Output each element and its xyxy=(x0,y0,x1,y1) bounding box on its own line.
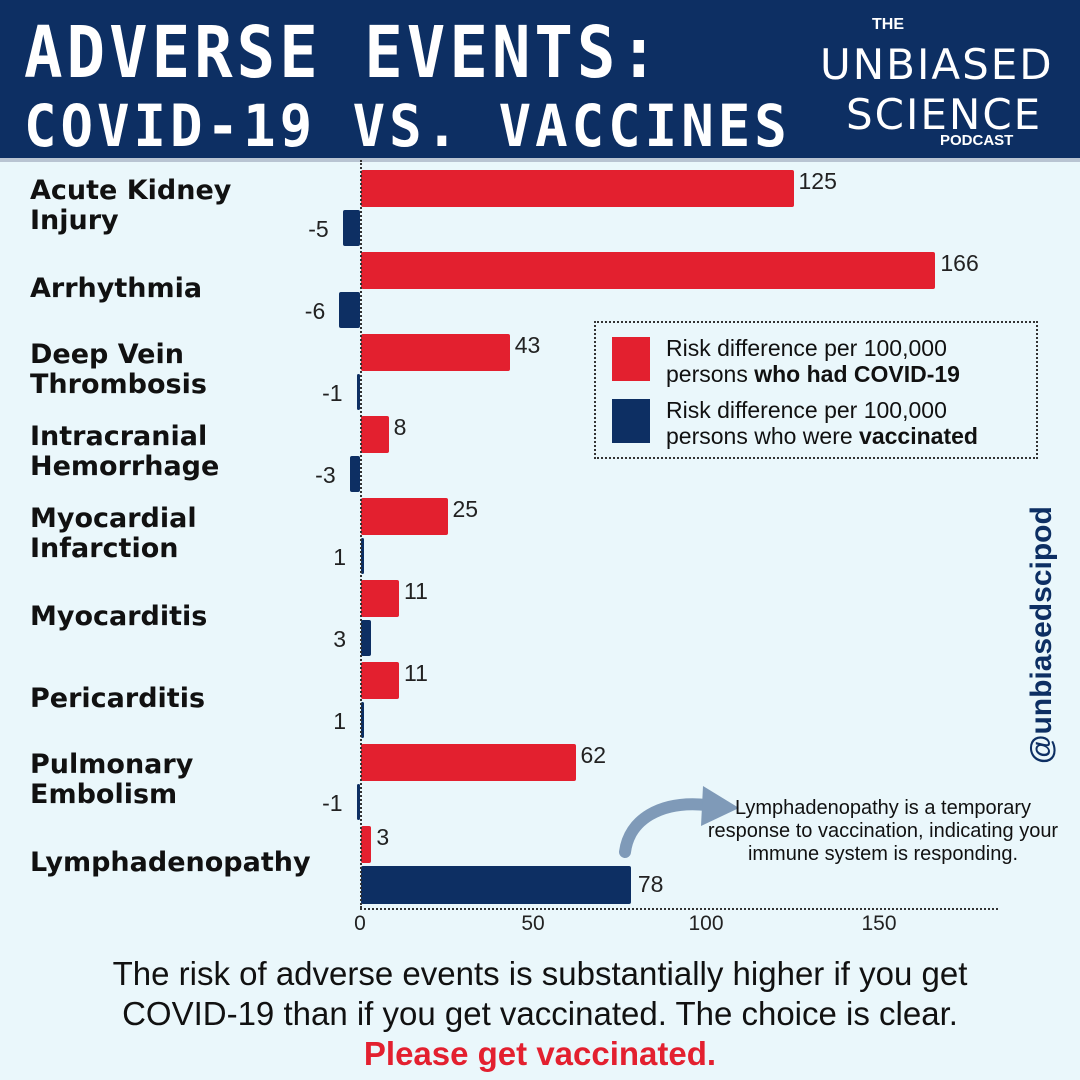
legend-covid-line2-bold: who had COVID-19 xyxy=(754,361,960,387)
value-label-covid: 125 xyxy=(798,168,837,194)
legend-vaccine-line2-bold: vaccinated xyxy=(859,423,978,449)
value-label-vaccine: -1 xyxy=(322,790,343,816)
header-banner: ADVERSE EVENTS: COVID-19 VS. VACCINES TH… xyxy=(0,0,1080,162)
curved-arrow-icon xyxy=(619,786,739,858)
social-handle: @unbiasedscipod xyxy=(1025,506,1058,764)
x-axis-line xyxy=(360,908,998,910)
legend-text-covid: Risk difference per 100,000 persons who … xyxy=(666,335,960,387)
value-label-vaccine: -5 xyxy=(308,216,329,242)
category-label: Arrhythmia xyxy=(30,273,203,304)
bar-covid xyxy=(361,416,389,453)
bar-covid xyxy=(361,334,510,371)
value-label-vaccine: 1 xyxy=(333,544,346,570)
bar-vaccine xyxy=(361,538,365,574)
bar-covid xyxy=(361,662,400,699)
legend-text-vaccine: Risk difference per 100,000 persons who … xyxy=(666,397,978,449)
bar-covid xyxy=(361,498,448,535)
value-label-vaccine: -6 xyxy=(304,298,326,324)
category-label: Acute Kidney Injury xyxy=(30,175,232,236)
value-label-covid: 11 xyxy=(404,578,428,604)
bar-vaccine xyxy=(349,456,360,492)
value-label-covid: 25 xyxy=(452,496,479,522)
title-line-2: COVID-19 VS. VACCINES xyxy=(24,92,791,161)
bar-vaccine xyxy=(339,292,360,328)
bar-vaccine xyxy=(356,374,360,410)
x-tick-label: 150 xyxy=(861,912,897,935)
logo-the: THE xyxy=(872,16,904,33)
bar-vaccine xyxy=(342,210,360,246)
category-label: Myocarditis xyxy=(30,601,208,632)
legend-vaccine-line2-prefix: persons who were xyxy=(666,423,860,449)
footer-line-2: COVID-19 than if you get vaccinated. The… xyxy=(122,995,958,1032)
chart-legend: Risk difference per 100,000 persons who … xyxy=(594,321,1038,459)
value-label-vaccine: 78 xyxy=(637,871,664,897)
x-tick-label: 50 xyxy=(521,912,545,935)
logo-unbiased: UNBIASED xyxy=(820,40,1054,89)
value-label-covid: 43 xyxy=(514,332,541,358)
bar-vaccine xyxy=(356,784,360,820)
footer-call-to-action: Please get vaccinated. xyxy=(363,1035,717,1072)
legend-covid-line1: Risk difference per 100,000 xyxy=(666,335,947,361)
category-label: Deep Vein Thrombosis xyxy=(30,339,207,400)
legend-swatch-covid xyxy=(612,337,650,381)
footer-line-1: The risk of adverse events is substantia… xyxy=(112,955,968,992)
title-line-1: ADVERSE EVENTS: xyxy=(24,12,662,95)
legend-swatch-vaccine xyxy=(612,399,650,443)
bar-covid xyxy=(361,252,936,289)
bar-covid xyxy=(361,170,794,207)
bar-vaccine xyxy=(361,620,372,656)
category-label: Pulmonary Embolism xyxy=(30,749,194,810)
value-label-covid: 62 xyxy=(580,742,607,768)
podcast-logo: THE UNBIASED SCIENCE PODCAST xyxy=(820,14,1060,154)
legend-vaccine-line1: Risk difference per 100,000 xyxy=(666,397,947,423)
value-label-vaccine: -3 xyxy=(315,462,336,488)
zero-axis-line xyxy=(360,160,362,908)
value-label-covid: 11 xyxy=(404,660,428,686)
value-label-vaccine: -1 xyxy=(322,380,343,406)
value-label-vaccine: 3 xyxy=(333,626,346,652)
value-label-vaccine: 1 xyxy=(333,708,346,734)
x-tick-label: 0 xyxy=(354,912,366,935)
category-label: Myocardial Infarction xyxy=(30,503,197,564)
footer-message: The risk of adverse events is substantia… xyxy=(0,954,1080,1074)
value-label-covid: 166 xyxy=(940,250,979,276)
category-label: Lymphadenopathy xyxy=(30,847,311,878)
logo-science: SCIENCE xyxy=(846,90,1043,139)
bar-covid xyxy=(361,580,400,617)
bar-covid xyxy=(361,744,576,781)
legend-covid-line2-prefix: persons xyxy=(666,361,755,387)
bar-vaccine xyxy=(361,702,365,738)
category-label: Intracranial Hemorrhage xyxy=(30,421,220,482)
bar-vaccine xyxy=(361,866,631,904)
value-label-covid: 8 xyxy=(393,414,407,440)
lymphadenopathy-note: Lymphadenopathy is a temporary response … xyxy=(707,797,1059,865)
bar-covid xyxy=(361,826,372,863)
x-tick-label: 100 xyxy=(688,912,724,935)
category-label: Pericarditis xyxy=(30,683,206,714)
logo-podcast: PODCAST xyxy=(940,132,1014,149)
value-label-covid: 3 xyxy=(376,824,390,850)
